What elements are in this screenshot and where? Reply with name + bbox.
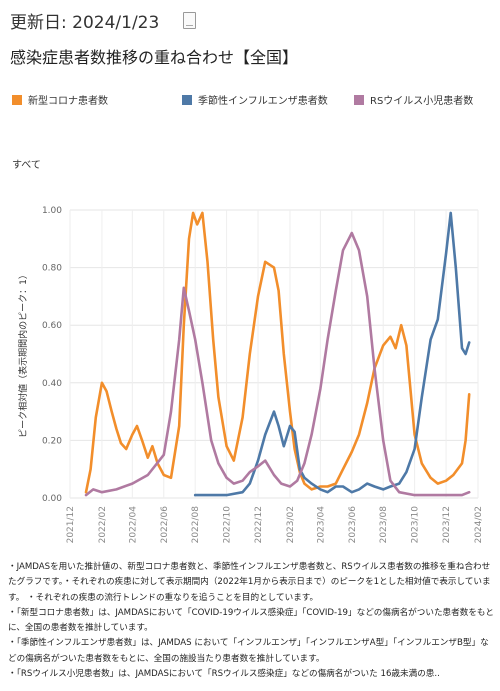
y-tick-label: 1.00	[42, 206, 62, 216]
legend-label: RSウイルス小児患者数	[370, 96, 474, 107]
x-tick-label: 2023/06	[348, 506, 358, 544]
y-tick-label: 0.60	[42, 321, 62, 331]
note-3: ・「季節性インフルエンザ患者数」は、JAMDAS において「インフルエンザ」「イ…	[8, 638, 489, 664]
x-tick-label: 2023/12	[442, 506, 452, 543]
x-tick-label: 2022/06	[160, 506, 170, 544]
legend: 新型コロナ患者数 季節性インフルエンザ患者数 RSウイルス小児患者数	[12, 92, 492, 107]
notes: ・JAMDASを用いた推計値の、新型コロナ患者数と、季節性インフルエンザ患者数と…	[8, 560, 494, 682]
subset-label: すべて	[12, 160, 41, 171]
x-axis: 2021/12 2022/02 2022/04 2022/06 2022/08 2022/…	[66, 506, 484, 544]
series-line-3	[84, 231, 471, 497]
note-1: ・JAMDASを用いた推計値の、新型コロナ患者数と、季節性インフルエンザ患者数と…	[8, 562, 491, 603]
line-chart: 0.000.200.400.600.801.00 2021/12 2022/02 2…	[17, 206, 484, 544]
x-tick-label: 2023/02	[286, 506, 296, 543]
document-icon[interactable]	[183, 12, 197, 29]
x-tick-label: 2023/04	[316, 506, 326, 544]
series-line-1	[84, 211, 471, 494]
x-tick-label: 2021/12	[66, 506, 76, 543]
y-tick-label: 0.00	[42, 494, 62, 504]
series-line-2	[193, 211, 471, 497]
legend-swatch	[12, 94, 22, 105]
note-2: ・「新型コロナ患者数」は、JAMDASにおいて「COVID-19ウイルス感染症」…	[8, 607, 494, 634]
x-tick-label: 2022/12	[254, 506, 264, 543]
legend-swatch	[354, 94, 364, 105]
legend-label: 新型コロナ患者数	[28, 96, 108, 107]
header: 更新日: 2024/1/23	[10, 8, 197, 33]
x-tick-label: 2023/08	[379, 506, 389, 544]
x-tick-label: 2022/10	[223, 506, 233, 544]
legend-item-rsv[interactable]: RSウイルス小児患者数	[354, 92, 473, 107]
x-tick-label: 2022/08	[191, 506, 201, 544]
y-axis: 0.00 0.20 0.40 0.60 0.80 1.00	[42, 206, 62, 504]
x-tick-label: 2022/04	[128, 506, 138, 544]
x-tick-label: 2022/02	[98, 506, 108, 543]
y-tick-label: 0.20	[42, 436, 62, 446]
grid	[69, 209, 479, 499]
y-tick-label: 0.80	[42, 264, 62, 274]
x-tick-label: 2023/10	[411, 506, 421, 544]
note-4: ・「RSウイルス小児患者数」は、JAMDASにおいて「RSウイルス感染症」などの…	[8, 669, 440, 680]
page-title: 感染症患者数推移の重ね合わせ【全国】	[10, 48, 299, 67]
y-tick-label: 0.40	[42, 379, 62, 389]
legend-item-influenza[interactable]: 季節性インフルエンザ患者数	[182, 92, 354, 107]
y-axis-label: ピーク相対値（表示期間内のピーク：1）	[17, 270, 29, 438]
legend-label: 季節性インフルエンザ患者数	[198, 96, 328, 107]
updated-date: 更新日: 2024/1/23	[10, 13, 160, 33]
legend-item-covid[interactable]: 新型コロナ患者数	[12, 92, 182, 107]
x-tick-label: 2024/02	[474, 506, 484, 543]
series-lines	[84, 211, 471, 497]
legend-swatch	[182, 94, 192, 105]
